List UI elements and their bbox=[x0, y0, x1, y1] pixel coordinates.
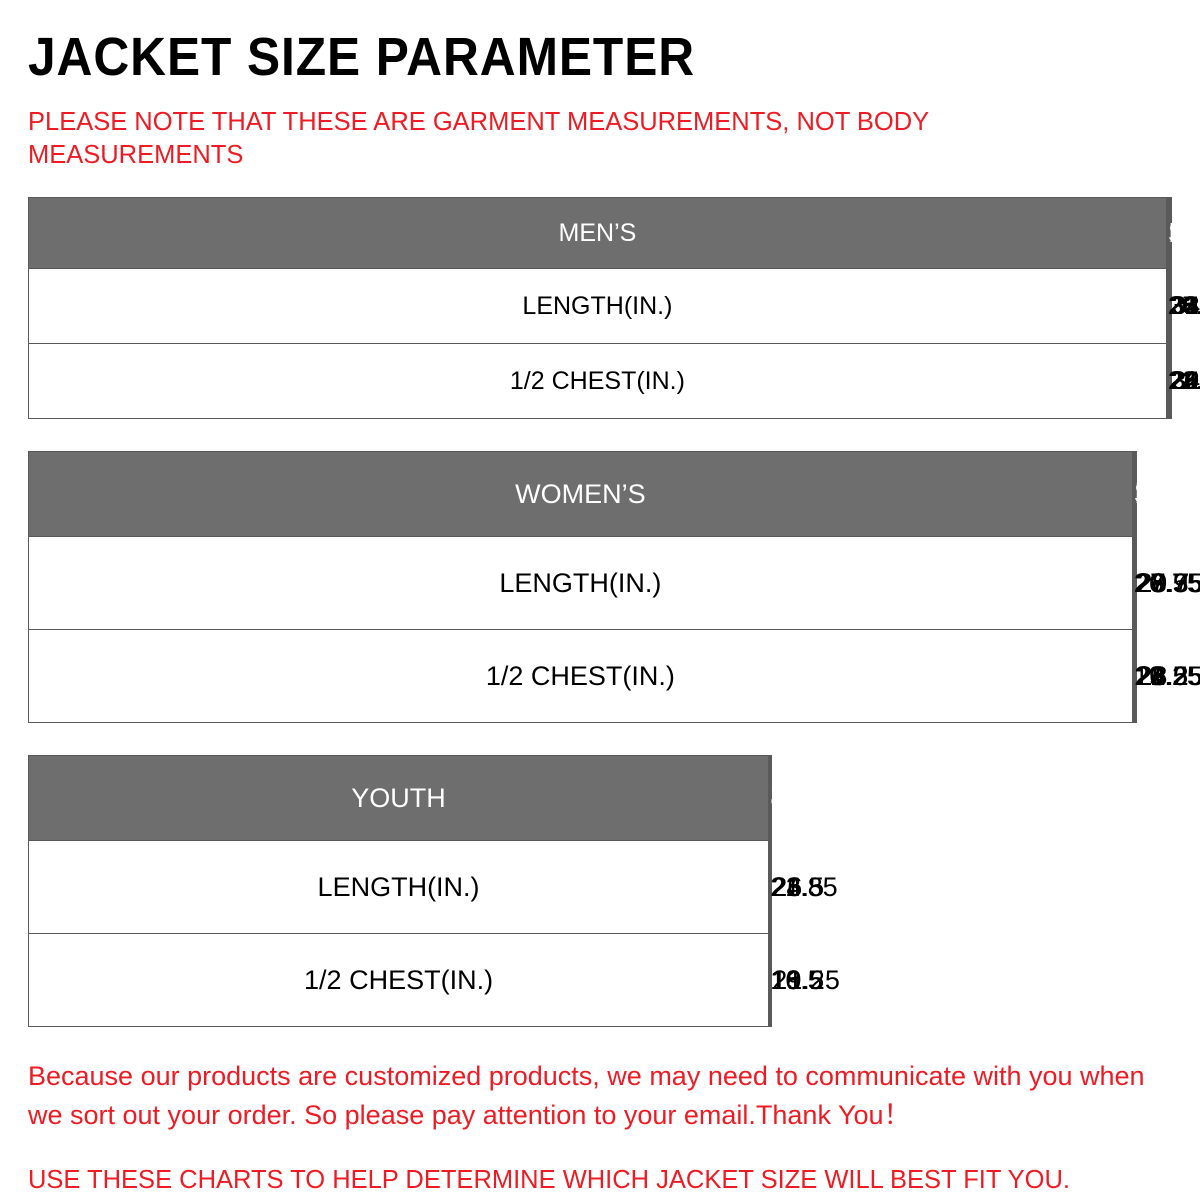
womens-table-header: WOMEN’S S M L XL 2XL 3XL 4XL bbox=[28, 451, 1191, 538]
women-cell-1-6: 28 bbox=[1135, 629, 1168, 724]
table-row: 1/2 CHEST(IN.)22.523.524.525.626.3528.35… bbox=[28, 343, 1200, 420]
men-cell-0-8: 34.85 bbox=[1170, 268, 1200, 345]
table-row: LENGTH(IN.) 21.85 23 24.5 26 bbox=[27, 840, 838, 935]
womens-table-body: LENGTH(IN.) 26 26.75 27.5 27.95 28.35 28.75 29 1… bbox=[28, 536, 1200, 724]
mens-table-header: MEN’SSMLXL2XL3XL4XL5XL6XL bbox=[28, 197, 1200, 270]
youth-size-table: YOUTH 8 10–12 14–16 18–20 LENGTH(IN.) 21.85 23… bbox=[27, 755, 840, 1028]
table-header-row: WOMEN’S S M L XL 2XL 3XL 4XL bbox=[28, 451, 1191, 538]
women-row-label-0: LENGTH(IN.) bbox=[28, 536, 1133, 631]
table-row: 1/2 CHEST(IN.) 16.5 18 19.5 21.25 bbox=[27, 933, 840, 1028]
youth-corner-label: YOUTH bbox=[27, 755, 770, 842]
table-header-row: YOUTH 8 10–12 14–16 18–20 bbox=[27, 755, 823, 842]
women-cell-0-6: 29 bbox=[1135, 536, 1168, 631]
youth-table-body: LENGTH(IN.) 21.85 23 24.5 26 1/2 CHEST(IN.) 16… bbox=[27, 840, 840, 1028]
mens-size-table: MEN’SSMLXL2XL3XL4XL5XL6XL LENGTH(IN.)26.… bbox=[28, 197, 1200, 420]
table-row: LENGTH(IN.) 26 26.75 27.5 27.95 28.35 28.75 29 bbox=[28, 536, 1200, 631]
women-row-label-1: 1/2 CHEST(IN.) bbox=[28, 629, 1133, 724]
customization-note: Because our products are customized prod… bbox=[28, 1061, 1145, 1131]
men-row-label-1: 1/2 CHEST(IN.) bbox=[28, 343, 1167, 420]
women-size-header-6: 4XL bbox=[1135, 451, 1191, 538]
youth-row-label-1: 1/2 CHEST(IN.) bbox=[27, 933, 770, 1028]
usage-note: USE THESE CHARTS TO HELP DETERMINE WHICH… bbox=[28, 1165, 1070, 1194]
garment-measurement-note: PLEASE NOTE THAT THESE ARE GARMENT MEASU… bbox=[28, 108, 929, 169]
women-corner-label: WOMEN’S bbox=[28, 451, 1133, 538]
youth-cell-0-3: 26 bbox=[770, 840, 803, 935]
mens-table-body: LENGTH(IN.)26.8527.9528.95303131.8532.85… bbox=[28, 268, 1200, 420]
table-header-row: MEN’SSMLXL2XL3XL4XL5XL6XL bbox=[28, 197, 1200, 270]
page-title: JACKET SIZE PARAMETER bbox=[28, 27, 696, 87]
youth-row-label-0: LENGTH(IN.) bbox=[27, 840, 770, 935]
men-row-label-0: LENGTH(IN.) bbox=[28, 268, 1167, 345]
youth-size-header-3: 18–20 bbox=[770, 755, 823, 842]
table-row: LENGTH(IN.)26.8527.9528.95303131.8532.85… bbox=[28, 268, 1200, 345]
womens-size-table: WOMEN’S S M L XL 2XL 3XL 4XL LENGTH(IN.) 26 26.75… bbox=[28, 451, 1200, 724]
men-cell-1-8: 34.65 bbox=[1170, 343, 1200, 420]
youth-table-header: YOUTH 8 10–12 14–16 18–20 bbox=[27, 755, 823, 842]
men-size-header-8: 6XL bbox=[1170, 197, 1200, 270]
table-row: 1/2 CHEST(IN.) 19 20.25 21.5 22.5 24.25 26 28 bbox=[28, 629, 1200, 724]
youth-cell-1-3: 21.25 bbox=[770, 933, 840, 1028]
men-corner-label: MEN’S bbox=[28, 197, 1167, 270]
